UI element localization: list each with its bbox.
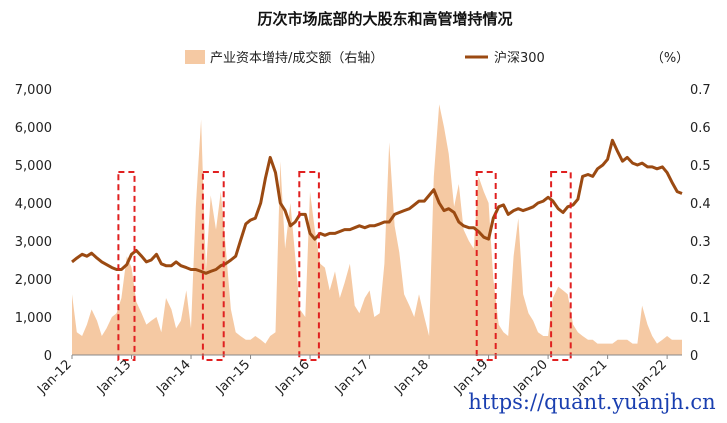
x-tick-label: Jan-13 bbox=[94, 357, 135, 398]
legend-label-line: 沪深300 bbox=[494, 50, 545, 66]
right-tick-label: 0.7 bbox=[690, 83, 711, 98]
left-tick-label: 2,000 bbox=[15, 273, 52, 288]
left-tick-label: 6,000 bbox=[15, 121, 52, 136]
series-area-path bbox=[72, 104, 682, 355]
x-tick-label: Jan-17 bbox=[332, 357, 373, 398]
right-axis-unit: （%） bbox=[651, 51, 689, 66]
x-tick-label: Jan-12 bbox=[34, 357, 75, 398]
right-tick-label: 0.5 bbox=[690, 159, 711, 174]
highlight-box-1 bbox=[117, 171, 136, 361]
watermark: https://quant.yuanjh.cn bbox=[468, 390, 715, 414]
highlight-box-2 bbox=[201, 171, 225, 361]
right-tick-label: 0.2 bbox=[690, 273, 711, 288]
right-axis: 0 0.1 0.2 0.3 0.4 0.5 0.6 0.7 bbox=[690, 83, 711, 364]
highlight-box-5 bbox=[550, 171, 572, 361]
legend: 产业资本增持/成交额（右轴） 沪深300 （%） bbox=[185, 50, 689, 66]
left-axis: 0 1,000 2,000 3,000 4,000 5,000 6,000 7,000 bbox=[15, 83, 52, 364]
left-tick-label: 3,000 bbox=[15, 235, 52, 250]
left-tick-label: 0 bbox=[44, 349, 52, 364]
series-line-path bbox=[71, 138, 683, 275]
legend-label-area: 产业资本增持/成交额（右轴） bbox=[210, 50, 383, 66]
right-tick-label: 0.3 bbox=[690, 235, 711, 250]
legend-swatch-area bbox=[185, 50, 205, 64]
right-tick-label: 0.1 bbox=[690, 311, 711, 326]
left-tick-label: 5,000 bbox=[15, 159, 52, 174]
left-tick-label: 1,000 bbox=[15, 311, 52, 326]
highlight-box-3 bbox=[298, 171, 320, 361]
x-tick-label: Jan-15 bbox=[213, 357, 254, 398]
left-tick-label: 7,000 bbox=[15, 83, 52, 98]
left-tick-label: 4,000 bbox=[15, 197, 52, 212]
x-tick-label: Jan-14 bbox=[153, 357, 194, 398]
right-tick-label: 0.6 bbox=[690, 121, 711, 136]
x-tick-label: Jan-18 bbox=[391, 357, 432, 398]
plot-area bbox=[71, 104, 683, 361]
x-tick-label: Jan-16 bbox=[272, 357, 313, 398]
right-tick-label: 0 bbox=[690, 349, 698, 364]
chart-title: 历次市场底部的大股东和高管增持情况 bbox=[257, 10, 512, 28]
right-tick-label: 0.4 bbox=[690, 197, 711, 212]
highlight-box-4 bbox=[475, 171, 497, 361]
